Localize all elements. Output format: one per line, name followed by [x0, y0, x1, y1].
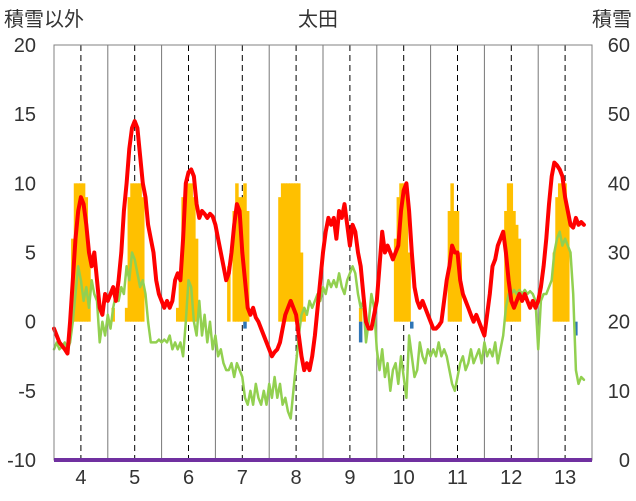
bar-0-46	[407, 252, 411, 322]
bar-0-59	[555, 197, 559, 322]
bar-0-56	[514, 224, 519, 322]
left-axis-title: 積雪以外	[4, 7, 84, 31]
x-tick-11: 11	[447, 467, 468, 489]
x-tick-5: 5	[129, 467, 140, 489]
bar-0-21	[192, 197, 196, 322]
right-tick-60: 60	[608, 35, 630, 57]
left-tick--5: -5	[18, 381, 36, 403]
x-tick-8: 8	[291, 467, 302, 489]
left-tick-20: 20	[14, 35, 36, 57]
right-tick-10: 10	[608, 381, 630, 403]
bar-0-5	[84, 197, 89, 322]
bar-0-13	[138, 183, 142, 322]
left-tick-5: 5	[25, 243, 36, 265]
bar-0-19	[186, 183, 191, 322]
bar-0-42	[396, 197, 401, 322]
bar-0-49	[453, 211, 457, 322]
right-tick-0: 0	[619, 450, 630, 472]
right-axis-title: 積雪	[592, 7, 632, 31]
bar-0-60	[557, 183, 562, 322]
bar-0-18	[184, 183, 188, 322]
bar-0-14	[141, 197, 145, 322]
bar-0-30	[278, 197, 282, 322]
red-line-series	[52, 119, 586, 373]
bar-0-25	[235, 183, 239, 322]
bar-0-63	[566, 211, 570, 322]
left-tick-10: 10	[14, 173, 36, 195]
bar-0-9	[127, 197, 132, 322]
x-axis-ticks: 4 5 6 7 8 9 10 11 12 13	[75, 467, 576, 489]
left-axis-ticks: -10 -5 0 5 10 15 20	[7, 35, 36, 472]
bar-0-58	[552, 252, 557, 322]
bar-0-44	[401, 183, 406, 322]
bar-0-16	[178, 280, 183, 322]
x-tick-6: 6	[183, 467, 194, 489]
bar-0-24	[232, 211, 236, 322]
bar-0-33	[286, 183, 290, 322]
bar-0-57	[517, 238, 522, 322]
bar-0-8	[124, 307, 129, 322]
data-lines	[52, 119, 586, 420]
x-tick-12: 12	[500, 467, 522, 489]
bar-0-23	[227, 266, 231, 322]
bar-0-4	[81, 183, 86, 322]
bar-0-55	[512, 211, 516, 322]
bar-0-12	[135, 183, 140, 322]
bar-0-62	[563, 183, 567, 322]
bar-0-2	[76, 183, 80, 322]
bar-0-53	[506, 183, 511, 322]
bar-1-0	[243, 321, 247, 329]
bar-0-31	[280, 183, 285, 322]
bar-0-39	[302, 307, 306, 322]
bar-0-28	[243, 183, 247, 322]
x-tick-7: 7	[237, 467, 248, 489]
bar-0-35	[291, 183, 296, 322]
bar-0-40	[358, 307, 363, 322]
bar-0-22	[194, 238, 199, 322]
x-tick-10: 10	[393, 467, 415, 489]
x-tick-4: 4	[75, 467, 86, 489]
right-tick-20: 20	[608, 312, 630, 334]
bar-0-34	[288, 183, 293, 322]
bar-0-15	[175, 307, 180, 322]
bar-0-45	[404, 183, 409, 322]
bar-0-11	[132, 183, 137, 322]
bar-0-6	[87, 252, 91, 322]
x-tick-9: 9	[344, 467, 355, 489]
x-tick-13: 13	[554, 467, 576, 489]
left-tick-0: 0	[25, 312, 36, 334]
bar-0-26	[237, 197, 242, 322]
bar-0-54	[509, 183, 514, 322]
bar-1-1	[358, 321, 363, 343]
bar-0-38	[299, 252, 304, 322]
right-tick-30: 30	[608, 243, 630, 265]
left-tick-15: 15	[14, 104, 36, 126]
right-tick-50: 50	[608, 104, 630, 126]
bar-0-20	[189, 183, 193, 322]
bar-0-32	[283, 183, 288, 322]
bar-0-3	[79, 183, 83, 322]
bar-0-43	[399, 183, 403, 322]
bar-1-2	[410, 321, 414, 329]
right-axis-ticks: 0 10 20 30 40 50 60	[608, 35, 630, 472]
bar-0-36	[294, 183, 298, 322]
bar-0-41	[393, 238, 398, 322]
left-tick--10: -10	[7, 450, 36, 472]
bar-1-3	[574, 321, 578, 336]
right-tick-40: 40	[608, 173, 630, 195]
bar-0-37	[297, 183, 301, 322]
bar-0-29	[245, 211, 250, 322]
bar-0-61	[560, 183, 565, 322]
chart-title: 太田	[298, 7, 338, 31]
